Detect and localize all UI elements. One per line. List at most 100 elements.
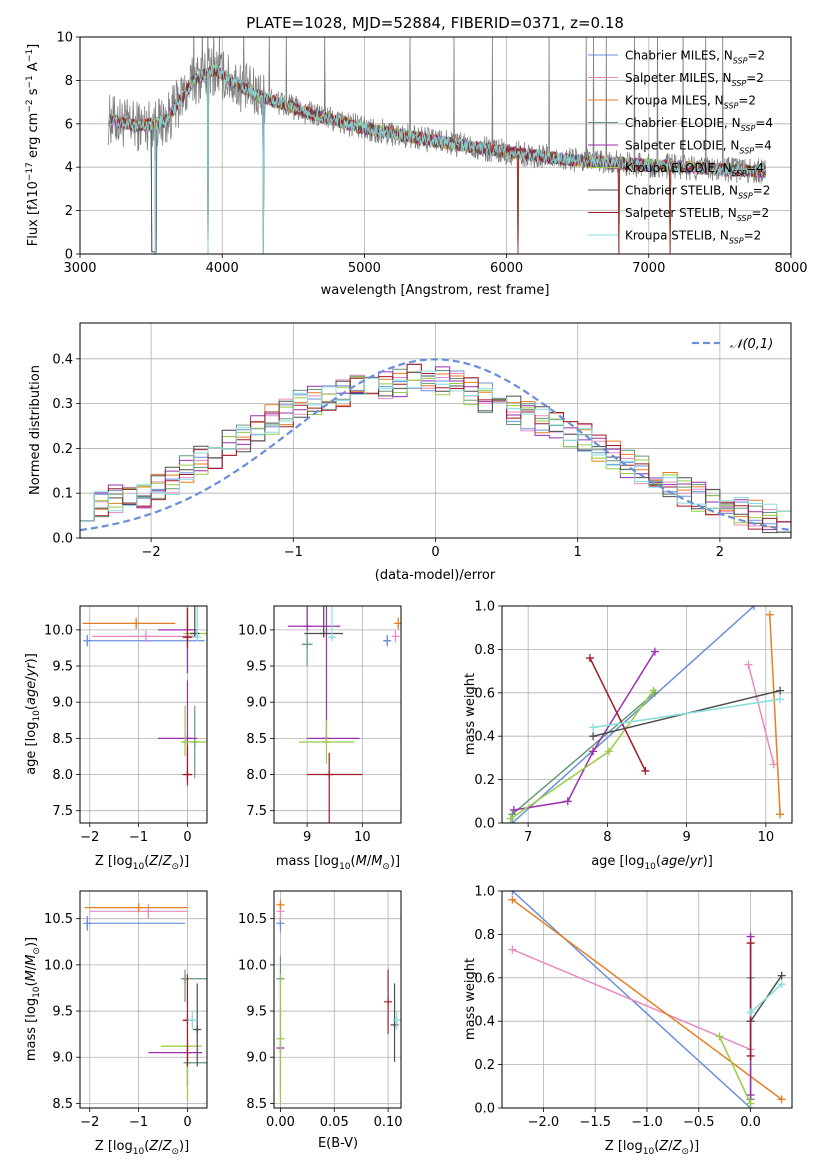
residuals-legend-label: 𝒩(0,1) bbox=[730, 337, 773, 352]
residuals-ytick-label-1: 0.1 bbox=[52, 487, 73, 502]
weight-vs-age-marker-7-0 bbox=[585, 654, 594, 663]
spectrum-legend-val-1: =2 bbox=[746, 71, 764, 85]
weight-vs-age-line-1 bbox=[747, 664, 775, 765]
mass-vs-z-ylabel: mass [log10(M/M⊙)] bbox=[24, 937, 42, 1061]
weight-vs-z-xtick-label-4: 0.0 bbox=[740, 1115, 761, 1130]
age-vs-mass-point-4-0 bbox=[303, 622, 312, 631]
spectrum-legend-sub-1: SSP bbox=[732, 79, 747, 88]
weight-vs-z-xtick-label-3: −0.5 bbox=[683, 1115, 715, 1130]
mass-vs-ebv-ytick-label-4: 10.5 bbox=[238, 912, 267, 927]
spectrum-legend-val-0: =2 bbox=[747, 49, 765, 63]
mass-vs-z-ytick-label-2: 9.5 bbox=[52, 1005, 73, 1020]
spectrum-xtick-label-5: 8000 bbox=[774, 261, 807, 276]
weight-vs-age-line-3 bbox=[511, 692, 656, 815]
age-vs-mass-point-5-0 bbox=[322, 737, 331, 746]
weight-vs-z-line-1 bbox=[512, 948, 751, 1051]
spectrum-model-line-8 bbox=[107, 63, 766, 254]
spectrum-ytick-label-3: 6 bbox=[65, 117, 73, 132]
spectrum-legend-label-0: Chabrier MILES, NSSP=2 bbox=[625, 49, 765, 66]
mass-vs-z-ticks: −2 −1 0 8.5 9.0 9.5 10.0 10.5 bbox=[44, 912, 192, 1130]
weight-vs-z-marker-6-1 bbox=[777, 971, 786, 980]
age-vs-z-point-7-1 bbox=[183, 770, 192, 779]
residuals-xlabel: (data-model)/error bbox=[375, 568, 496, 583]
weight-vs-z-xtick-label-2: −1.0 bbox=[631, 1115, 663, 1130]
age-vs-mass-point-0-0 bbox=[383, 636, 392, 645]
residuals-xtick-label-2: 0 bbox=[431, 545, 439, 560]
age-vs-z-xtick-label-0: −2 bbox=[80, 830, 99, 845]
spectrum-ticks: 3000 4000 5000 6000 7000 8000 0 2 4 6 8 10 bbox=[56, 31, 807, 277]
age-vs-z-plot-area bbox=[82, 606, 207, 786]
mass-vs-ebv-xlabel: E(B-V) bbox=[318, 1136, 358, 1151]
spectrum-legend: Chabrier MILES, NSSP=2 Salpeter MILES, NS… bbox=[588, 49, 773, 246]
mass-vs-z-frame bbox=[79, 890, 208, 1109]
mass-vs-ebv-point-8-0 bbox=[392, 1016, 401, 1025]
weight-vs-z-ylabel: mass weight bbox=[463, 958, 478, 1040]
residuals-xtick-label-4: 2 bbox=[716, 545, 724, 560]
age-vs-mass-xtick-label-1: 10 bbox=[354, 830, 371, 845]
residuals-panel: −2 −1 0 1 2 0.0 0.1 0.2 0.3 0.4 𝒩(0,1) (data-mode… bbox=[28, 322, 792, 583]
residuals-ytick-label-2: 0.2 bbox=[52, 442, 73, 457]
weight-vs-age-ytick-label-0: 0.0 bbox=[474, 817, 495, 832]
age-vs-mass-xtick-label-0: 9 bbox=[303, 830, 311, 845]
age-vs-mass-panel: 9 10 7.5 8.0 8.5 9.0 9.5 10.0 mass [log10(M/M⊙)… bbox=[238, 605, 402, 872]
age-vs-z-ylabel: age [log10(age/yr)] bbox=[24, 653, 42, 775]
weight-vs-z-ytick-label-0: 0.0 bbox=[474, 1102, 495, 1117]
weight-vs-age-xlabel: age [log10(age/yr)] bbox=[591, 854, 713, 872]
weight-vs-age-ylabel: mass weight bbox=[463, 673, 478, 755]
weight-vs-age-xtick-label-0: 7 bbox=[524, 830, 532, 845]
age-vs-z-point-5-1 bbox=[181, 737, 190, 746]
mass-vs-ebv-xtick-label-2: 0.10 bbox=[374, 1115, 403, 1130]
weight-vs-age-ytick-label-2: 0.4 bbox=[474, 730, 495, 745]
mass-vs-z-point-6-0 bbox=[193, 1025, 202, 1034]
residuals-xtick-label-1: −1 bbox=[284, 545, 303, 560]
mass-vs-z-xtick-label-2: 0 bbox=[183, 1115, 191, 1130]
spectrum-legend-sub-2: SSP bbox=[724, 102, 739, 111]
weight-vs-age-marker-4-0 bbox=[509, 805, 518, 814]
age-vs-mass-point-6-0 bbox=[319, 629, 328, 638]
spectrum-xtick-label-4: 7000 bbox=[632, 261, 665, 276]
spectrum-frame bbox=[79, 36, 792, 255]
weight-vs-z-ticks: −2.0 −1.5 −1.0 −0.5 0.0 0.0 0.2 0.4 0.6 0.8 1.0 bbox=[474, 885, 761, 1131]
mass-vs-z-panel: −2 −1 0 8.5 9.0 9.5 10.0 10.5 Z [log10(Z/Z⊙)] m… bbox=[24, 890, 208, 1157]
age-vs-mass-ticks: 9 10 7.5 8.0 8.5 9.0 9.5 10.0 bbox=[238, 623, 371, 845]
spectrum-legend-sub-4: SSP bbox=[739, 147, 754, 156]
age-vs-z-point-2-0 bbox=[132, 619, 141, 628]
spectrum-legend-label-8: Kroupa STELIB, NSSP=2 bbox=[625, 229, 761, 246]
spectrum-legend-label-7: Salpeter STELIB, NSSP=2 bbox=[625, 206, 769, 223]
weight-vs-z-marker-2-0 bbox=[508, 895, 517, 904]
age-vs-z-xtick-label-2: 0 bbox=[183, 830, 191, 845]
spectrum-legend-sub-3: SSP bbox=[741, 124, 756, 133]
age-vs-mass-xlabel: mass [log10(M/M⊙)] bbox=[276, 854, 400, 872]
mass-vs-ebv-frame bbox=[273, 890, 402, 1109]
weight-vs-age-line-8 bbox=[592, 698, 781, 729]
weight-vs-age-line-0 bbox=[511, 606, 755, 823]
weight-vs-age-xtick-label-2: 9 bbox=[682, 830, 690, 845]
weight-vs-age-plot-area bbox=[506, 606, 785, 823]
residuals-xtick-label-3: 1 bbox=[574, 545, 582, 560]
weight-vs-age-panel: 7 8 9 10 0.0 0.2 0.4 0.6 0.8 1.0 age [log10(age/y… bbox=[463, 600, 793, 872]
weight-vs-z-line-8 bbox=[750, 983, 783, 1014]
age-vs-z-ytick-label-3: 9.0 bbox=[52, 696, 73, 711]
weight-vs-z-line-5 bbox=[718, 1036, 752, 1105]
age-vs-mass-ytick-label-5: 10.0 bbox=[238, 623, 267, 638]
age-vs-z-point-0-0 bbox=[83, 636, 92, 645]
residuals-ytick-label-4: 0.4 bbox=[52, 352, 73, 367]
age-vs-mass-plot-area bbox=[287, 606, 401, 823]
mass-vs-z-point-0-0 bbox=[83, 919, 92, 928]
weight-vs-age-marker-4-1 bbox=[563, 797, 572, 806]
age-vs-z-point-8-0 bbox=[193, 633, 202, 642]
spectrum-xtick-label-2: 5000 bbox=[348, 261, 381, 276]
spectrum-legend-val-2: =2 bbox=[738, 94, 756, 108]
weight-vs-age-xtick-label-1: 8 bbox=[603, 830, 611, 845]
spectrum-legend-sub-6: SSP bbox=[738, 192, 753, 201]
mass-vs-z-xtick-label-1: −1 bbox=[129, 1115, 148, 1130]
age-vs-z-ticks: −2 −1 0 7.5 8.0 8.5 9.0 9.5 10.0 bbox=[44, 623, 192, 845]
mass-vs-ebv-ytick-label-2: 9.5 bbox=[246, 1005, 267, 1020]
age-vs-z-ytick-label-4: 9.5 bbox=[52, 660, 73, 675]
spectrum-xtick-label-3: 6000 bbox=[490, 261, 523, 276]
spectrum-ylabel: Flux [fλ10−17 erg cm−2 s−1 A−1] bbox=[25, 44, 41, 246]
mass-vs-ebv-point-7-0 bbox=[384, 997, 393, 1006]
mass-vs-ebv-ytick-label-1: 9.0 bbox=[246, 1051, 267, 1066]
age-vs-z-ytick-label-1: 8.0 bbox=[52, 768, 73, 783]
